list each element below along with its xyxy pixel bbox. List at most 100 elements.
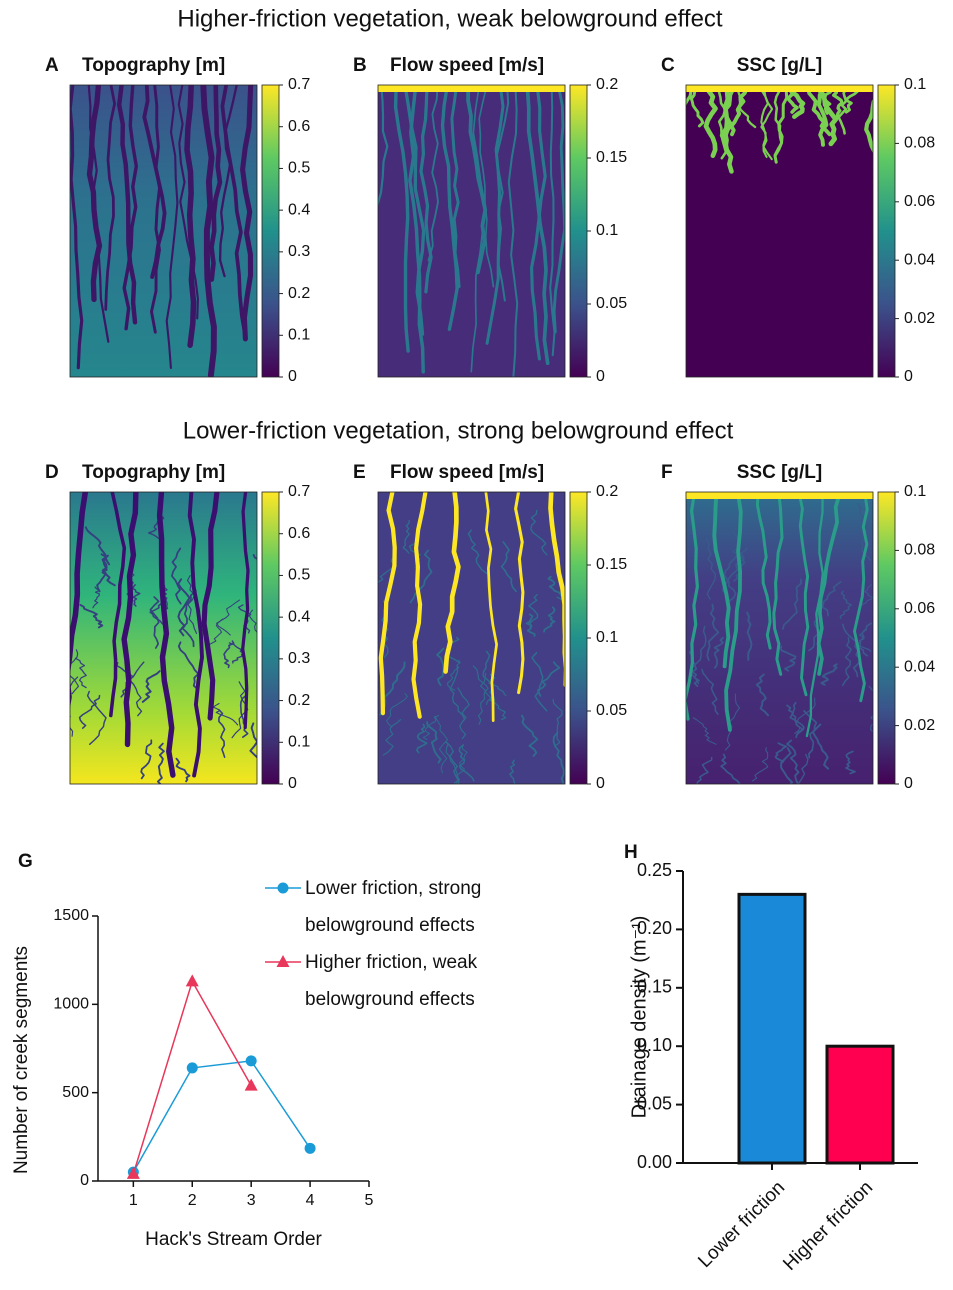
creek (703, 85, 718, 159)
creek (177, 85, 199, 320)
creek (686, 85, 695, 106)
heatmap-image (378, 85, 565, 377)
panel-label: H (624, 842, 638, 863)
creek (514, 492, 525, 695)
creek (797, 492, 810, 697)
colorbar (569, 84, 588, 378)
creek (393, 85, 410, 353)
creek (488, 673, 507, 697)
creek (705, 538, 716, 600)
creek (719, 85, 734, 174)
legend-entry: Lower friction, strong belowground effec… (265, 870, 525, 944)
creek (181, 589, 197, 648)
creek (786, 739, 800, 784)
legend-key (265, 955, 301, 967)
creek (440, 85, 459, 331)
heatmap-frame (69, 491, 258, 785)
creek (780, 747, 793, 784)
creek (116, 85, 138, 325)
creek (478, 85, 495, 288)
data-point (304, 1142, 316, 1154)
heatmap-top (378, 85, 565, 92)
creek (729, 85, 753, 137)
creek (520, 714, 539, 757)
creek (150, 85, 161, 334)
heatmap-image (686, 492, 873, 784)
colorbar-tick-label: 0.1 (904, 76, 926, 93)
creek (86, 85, 103, 303)
creek (109, 492, 127, 718)
creek (509, 759, 516, 784)
creek (525, 85, 550, 366)
creek (378, 492, 397, 716)
creek (184, 85, 197, 348)
colorbar-tick-label: 0.15 (596, 556, 627, 573)
creek (868, 685, 873, 733)
panel-title: SSC [g/L] (737, 462, 823, 483)
creek (200, 85, 217, 377)
creek (427, 85, 439, 262)
colorbar-tick-label: 0.06 (904, 600, 935, 617)
panel-label: A (45, 55, 59, 76)
creek (712, 492, 731, 669)
creek (805, 492, 824, 738)
creek (218, 85, 238, 278)
creek (797, 753, 809, 784)
creek (445, 636, 460, 664)
creek (696, 756, 713, 784)
heatmap-image (70, 85, 257, 377)
colorbar-tick-label: 0.02 (904, 717, 935, 734)
creek (419, 85, 433, 294)
creek (187, 492, 204, 778)
data-point (186, 1062, 198, 1074)
creek (507, 85, 519, 377)
y-axis-label: Number of creek segments (11, 946, 32, 1174)
creek (78, 694, 101, 729)
heatmap-frame (377, 84, 566, 378)
colorbar-tick-label: 0 (596, 775, 605, 792)
creek (100, 553, 116, 587)
creek (706, 603, 720, 662)
panel-label: C (661, 55, 675, 76)
panel-title: Topography [m] (82, 462, 225, 483)
creek (772, 492, 784, 676)
panel-title: Flow speed [m/s] (390, 55, 544, 76)
colorbar-tick-label: 0.4 (288, 201, 310, 218)
creek (434, 715, 449, 774)
creek (816, 492, 843, 676)
colorbar-tick-label: 0.08 (904, 135, 935, 152)
creek (760, 85, 773, 161)
colorbar-tick-label: 0.1 (288, 327, 310, 344)
colorbar (877, 491, 896, 785)
panel-label: D (45, 462, 59, 483)
creek (552, 85, 565, 334)
creek (220, 85, 248, 340)
data-point (245, 1055, 257, 1067)
creek (821, 581, 842, 617)
heatmap-image (378, 492, 565, 784)
creek (86, 690, 107, 746)
creek (140, 739, 153, 780)
creek (436, 647, 445, 687)
colorbar-tick-label: 0 (288, 368, 297, 385)
colorbar (877, 84, 896, 378)
creek (240, 85, 254, 342)
creek (811, 723, 830, 770)
y-tick-label: 0.15 (637, 977, 672, 997)
creek (386, 693, 408, 727)
y-tick-label: 0.05 (637, 1093, 672, 1113)
legend-marker (277, 882, 289, 894)
creek (223, 640, 235, 669)
creek (723, 85, 738, 147)
x-axis-label: Hack's Stream Order (145, 1229, 322, 1250)
creek (457, 687, 470, 740)
y-tick-label: 500 (62, 1084, 89, 1101)
colorbar-tick-label: 0.3 (288, 243, 310, 260)
creek (207, 618, 224, 646)
y-tick-label: 0.00 (637, 1152, 672, 1172)
creek (746, 611, 753, 661)
colorbar-tick-label: 0.6 (288, 118, 310, 135)
y-tick-label: 1500 (53, 907, 89, 924)
creek (447, 659, 461, 691)
creek (443, 492, 461, 674)
